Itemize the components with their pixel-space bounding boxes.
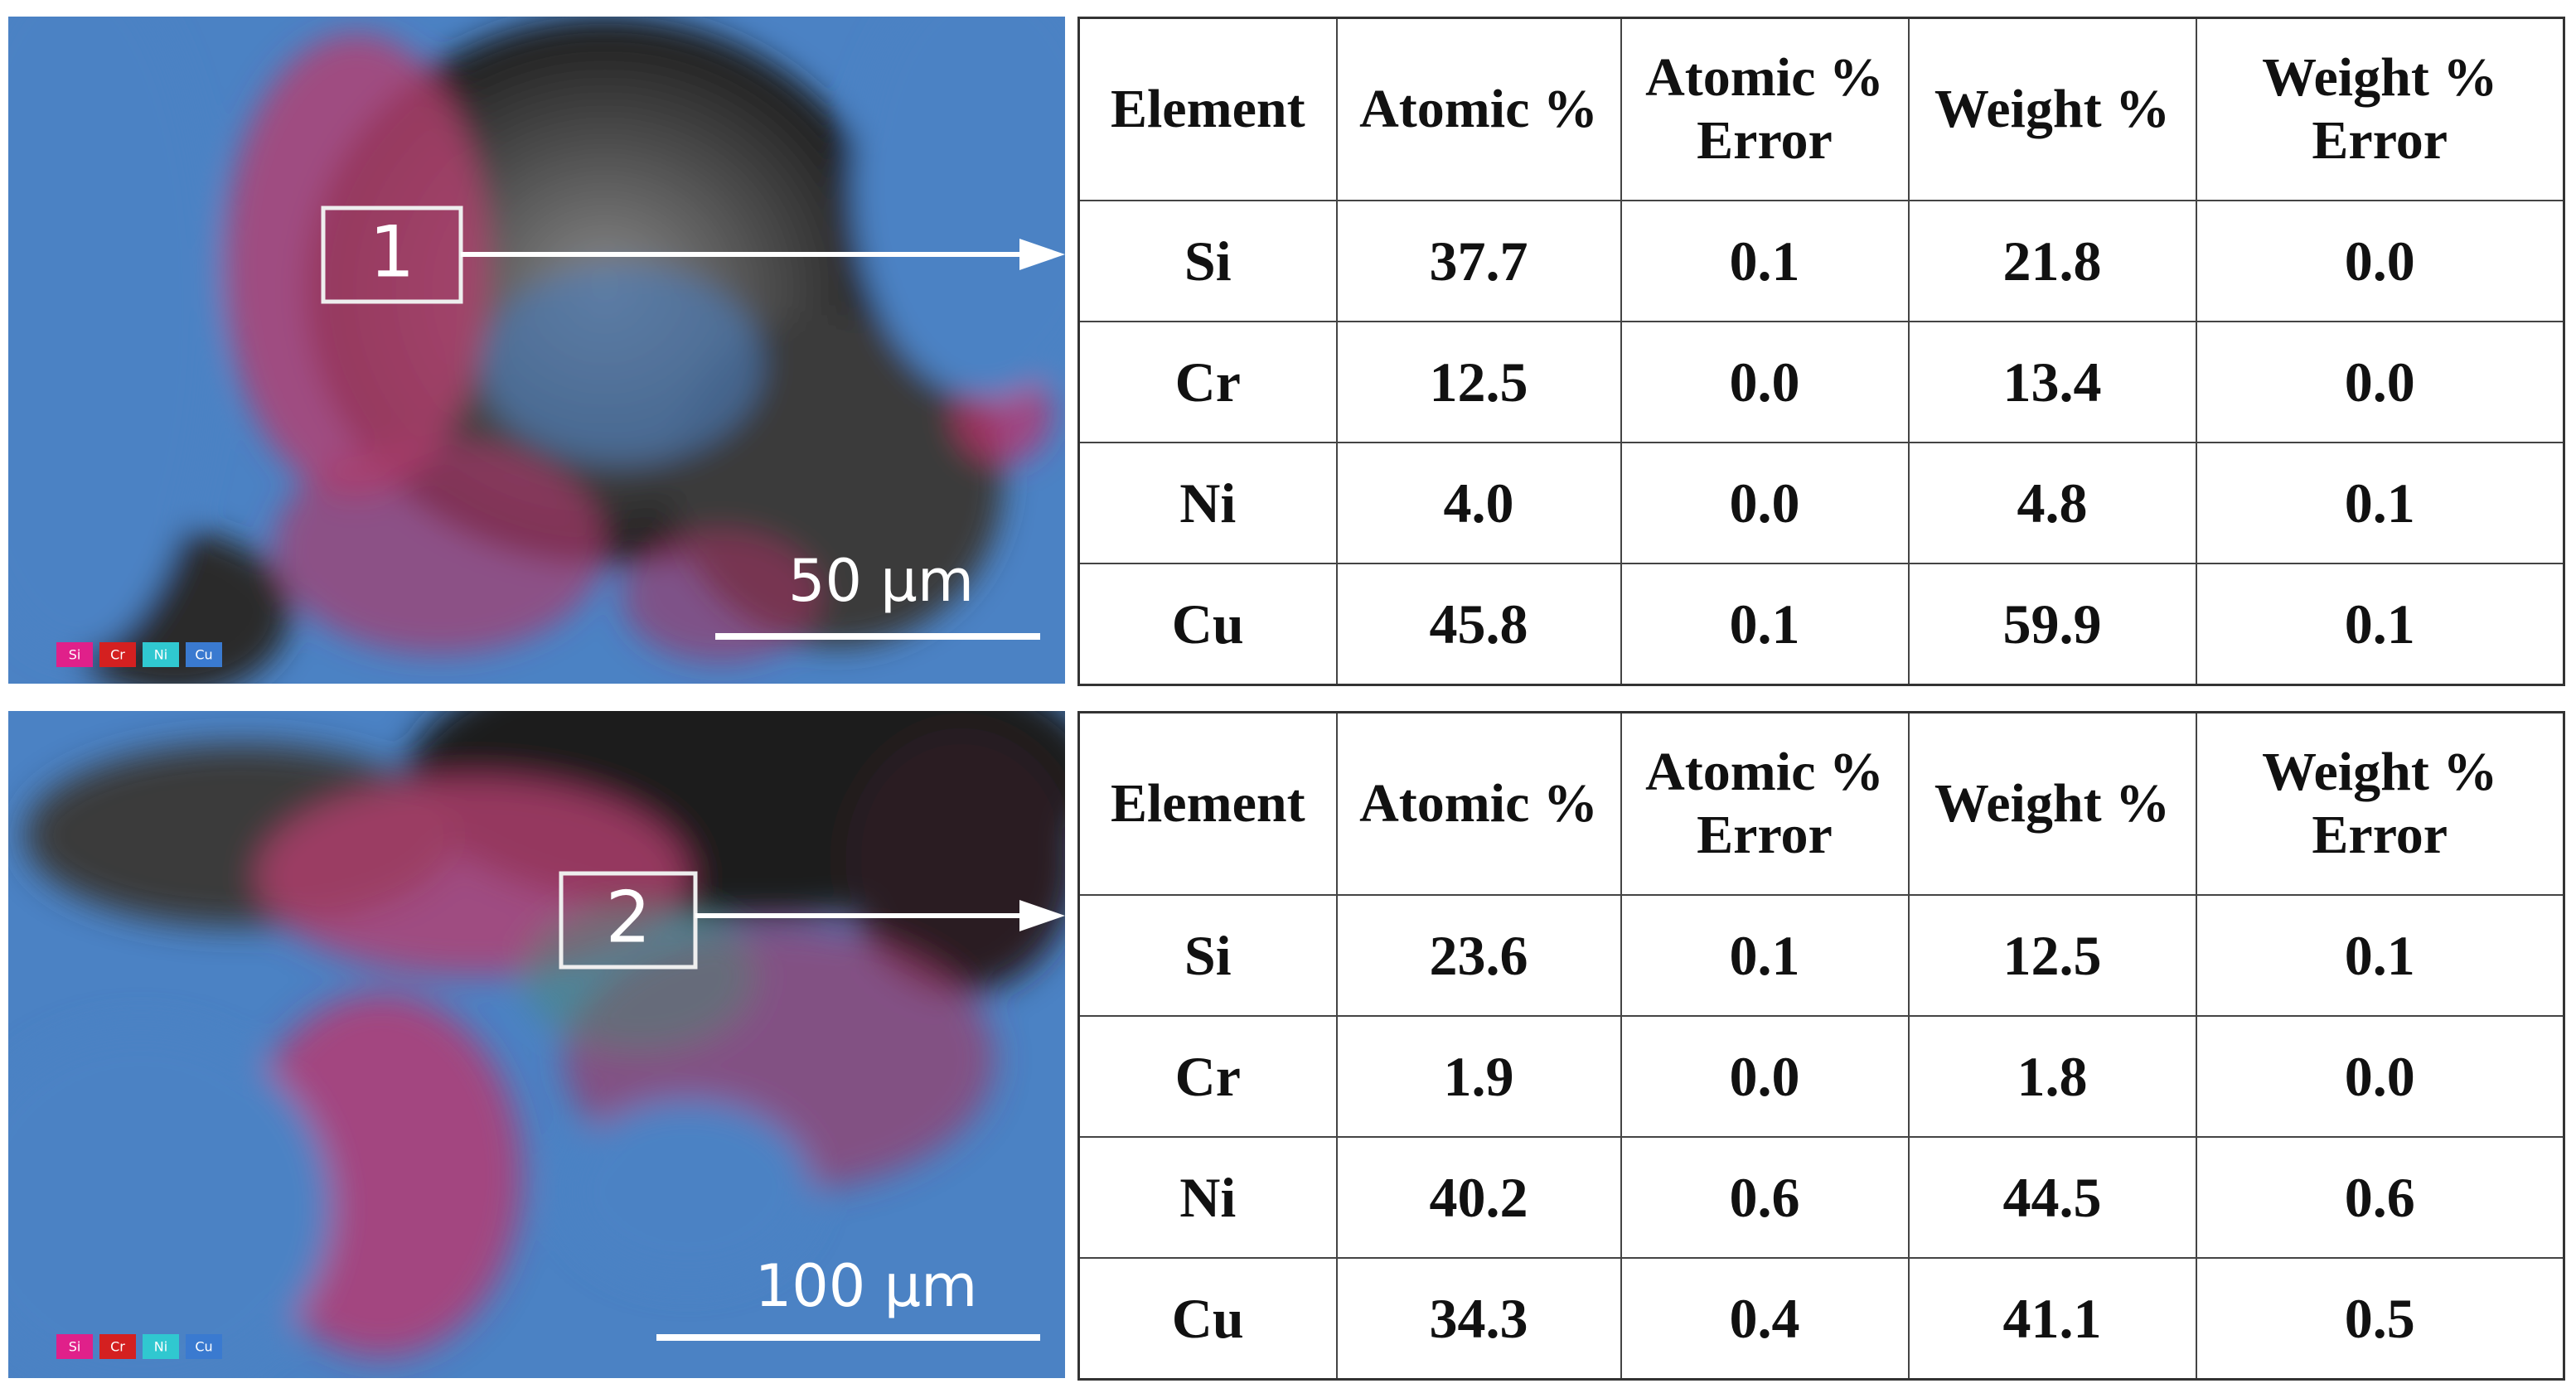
data-row: Ni 40.2 0.6 44.5 0.6 [1077,1136,2565,1259]
header-cell: Element [1077,711,1338,896]
composition-table: Element Atomic % Atomic % Error Weight % Wei… [1077,17,2565,686]
value-cell: 0.0 [2195,321,2565,443]
value-cell: 12.5 [1907,894,2197,1017]
value-cell: 4.8 [1907,442,2197,564]
value-cell: 1.9 [1335,1015,1622,1138]
scale-bar-label: 100 µm [755,1252,978,1320]
legend-label: Cu [195,1339,212,1355]
value-cell: 0.1 [2195,442,2565,564]
value-cell: 59.9 [1907,563,2197,686]
data-row: Cr 12.5 0.0 13.4 0.0 [1077,321,2565,443]
value-cell: 0.4 [1620,1257,1910,1381]
eds-map-2: 2 100 µm Si Cr Ni Cu [8,711,1065,1378]
header-row: Element Atomic % Atomic % Error Weight % Wei… [1077,711,2565,896]
value-cell: 0.5 [2195,1257,2565,1381]
legend-label: Cr [110,647,125,663]
legend-label: Ni [154,1339,167,1355]
element-cell: Cr [1077,1015,1338,1138]
value-cell: 44.5 [1907,1136,2197,1259]
header-cell: Atomic % [1335,17,1622,201]
value-cell: 45.8 [1335,563,1622,686]
legend-label: Cu [195,647,212,663]
element-cell: Cu [1077,563,1338,686]
legend-swatch [143,642,179,667]
element-cell: Ni [1077,1136,1338,1259]
legend-label: Si [69,1339,81,1355]
value-cell: 23.6 [1335,894,1622,1017]
value-cell: 40.2 [1335,1136,1622,1259]
legend-swatch [56,642,93,667]
composition-table: Element Atomic % Atomic % Error Weight % Wei… [1077,711,2565,1381]
value-cell: 0.1 [2195,563,2565,686]
region-label: 1 [370,210,415,293]
header-cell: Atomic % Error [1620,711,1910,896]
header-cell: Weight % Error [2195,17,2565,201]
header-cell: Weight % [1907,711,2197,896]
value-cell: 37.7 [1335,200,1622,322]
legend-swatch [186,1334,222,1359]
data-row: Si 37.7 0.1 21.8 0.0 [1077,200,2565,322]
region-label: 2 [606,876,651,959]
legend-swatch [99,642,136,667]
header-cell: Weight % Error [2195,711,2565,896]
value-cell: 34.3 [1335,1257,1622,1381]
legend-label: Si [69,647,81,663]
legend-label: Ni [154,647,167,663]
legend-swatch [186,642,222,667]
data-row: Ni 4.0 0.0 4.8 0.1 [1077,442,2565,564]
header-cell: Weight % [1907,17,2197,201]
data-row: Si 23.6 0.1 12.5 0.1 [1077,894,2565,1017]
element-cell: Ni [1077,442,1338,564]
data-row: Cr 1.9 0.0 1.8 0.0 [1077,1015,2565,1138]
header-row: Element Atomic % Atomic % Error Weight % Wei… [1077,17,2565,201]
element-cell: Cr [1077,321,1338,443]
scale-bar-label: 50 µm [788,547,974,615]
data-row: Cu 34.3 0.4 41.1 0.5 [1077,1257,2565,1381]
value-cell: 0.0 [2195,200,2565,322]
header-cell: Atomic % [1335,711,1622,896]
value-cell: 0.1 [1620,894,1910,1017]
legend-swatch [99,1334,136,1359]
data-row: Cu 45.8 0.1 59.9 0.1 [1077,563,2565,686]
value-cell: 0.0 [1620,1015,1910,1138]
value-cell: 13.4 [1907,321,2197,443]
element-cell: Si [1077,894,1338,1017]
value-cell: 21.8 [1907,200,2197,322]
eds-map-1: 1 50 µm Si Cr Ni Cu [8,17,1065,684]
header-cell: Atomic % Error [1620,17,1910,201]
value-cell: 0.6 [1620,1136,1910,1259]
value-cell: 0.1 [1620,200,1910,322]
legend-swatch [143,1334,179,1359]
element-cell: Si [1077,200,1338,322]
value-cell: 0.1 [1620,563,1910,686]
element-cell: Cu [1077,1257,1338,1381]
legend-swatch [56,1334,93,1359]
value-cell: 0.6 [2195,1136,2565,1259]
value-cell: 41.1 [1907,1257,2197,1381]
value-cell: 0.0 [1620,321,1910,443]
value-cell: 0.0 [1620,442,1910,564]
value-cell: 12.5 [1335,321,1622,443]
value-cell: 1.8 [1907,1015,2197,1138]
legend-label: Cr [110,1339,125,1355]
header-cell: Element [1077,17,1338,201]
value-cell: 4.0 [1335,442,1622,564]
value-cell: 0.0 [2195,1015,2565,1138]
value-cell: 0.1 [2195,894,2565,1017]
